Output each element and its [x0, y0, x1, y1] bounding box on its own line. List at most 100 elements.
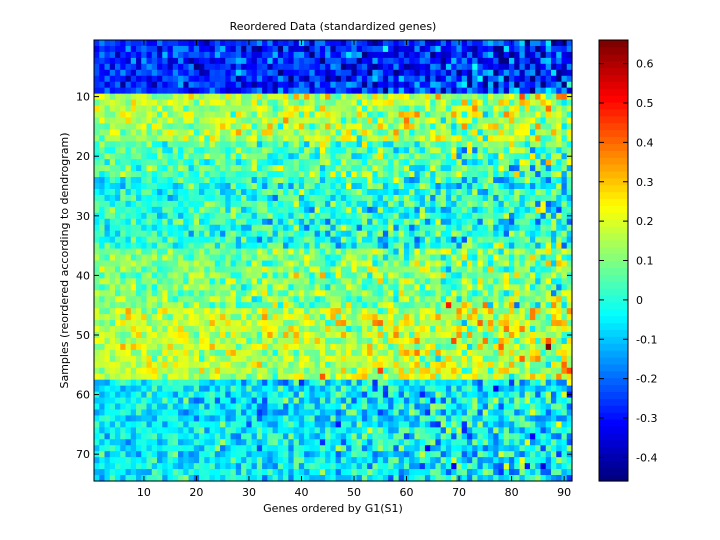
heatmap-cell — [104, 69, 111, 77]
heatmap-cell — [325, 159, 331, 166]
heatmap-cell — [440, 123, 447, 130]
heatmap-cell — [556, 236, 563, 244]
heatmap-cell — [330, 343, 337, 351]
heatmap-cell — [314, 129, 321, 136]
heatmap-cell — [109, 302, 116, 309]
heatmap-cell — [246, 326, 253, 333]
heatmap-cell — [477, 308, 484, 315]
heatmap-cell — [419, 236, 426, 244]
heatmap-cell — [319, 302, 326, 309]
heatmap-cell — [230, 177, 237, 184]
heatmap-cell — [377, 230, 384, 238]
heatmap-cell — [94, 302, 100, 309]
heatmap-cell — [225, 40, 232, 47]
heatmap-cell — [167, 123, 174, 130]
heatmap-cell — [487, 147, 494, 154]
heatmap-cell — [214, 278, 221, 285]
heatmap-cell — [503, 332, 510, 339]
heatmap-cell — [419, 200, 426, 208]
heatmap-cell — [382, 57, 389, 65]
heatmap-cell — [309, 200, 316, 208]
heatmap-cell — [393, 308, 400, 315]
heatmap-cell — [99, 349, 106, 357]
heatmap-cell — [393, 171, 400, 178]
heatmap-cell — [335, 69, 342, 77]
heatmap-cell — [277, 218, 284, 226]
heatmap-cell — [199, 355, 205, 363]
heatmap-cell — [157, 194, 163, 202]
heatmap-cell — [477, 69, 484, 77]
heatmap-cell — [235, 40, 242, 47]
heatmap-cell — [498, 212, 505, 220]
heatmap-cell — [183, 81, 190, 89]
heatmap-cell — [272, 177, 279, 184]
heatmap-cell — [130, 87, 137, 95]
heatmap-cell — [487, 183, 494, 190]
heatmap-cell — [519, 177, 526, 184]
heatmap-cell — [193, 200, 200, 208]
heatmap-cell — [309, 165, 316, 172]
heatmap-cell — [440, 266, 447, 274]
heatmap-cell — [356, 361, 363, 369]
heatmap-cell — [335, 177, 342, 184]
heatmap-cell — [466, 260, 473, 268]
heatmap-cell — [514, 206, 521, 214]
heatmap-cell — [262, 129, 268, 136]
heatmap-cell — [403, 266, 410, 274]
heatmap-cell — [157, 111, 163, 119]
heatmap-cell — [330, 242, 337, 250]
heatmap-cell — [493, 230, 500, 238]
heatmap-cell — [466, 159, 473, 166]
heatmap-cell — [193, 296, 200, 303]
heatmap-cell — [477, 284, 484, 291]
heatmap-cell — [272, 260, 279, 268]
heatmap-cell — [414, 361, 421, 369]
heatmap-cell — [566, 87, 573, 95]
heatmap-cell — [172, 224, 179, 232]
heatmap-cell — [109, 69, 116, 77]
heatmap-cell — [367, 183, 373, 190]
heatmap-cell — [246, 361, 253, 369]
heatmap-cell — [346, 308, 352, 315]
heatmap-cell — [298, 260, 305, 268]
heatmap-cell — [393, 188, 400, 196]
heatmap-cell — [288, 284, 295, 291]
heatmap-cell — [188, 153, 195, 160]
heatmap-cell — [346, 361, 352, 369]
heatmap-cell — [199, 117, 205, 125]
heatmap-cell — [262, 349, 268, 357]
heatmap-cell — [109, 236, 116, 244]
heatmap-cell — [451, 105, 458, 113]
heatmap-cell — [214, 57, 221, 65]
heatmap-cell — [487, 230, 494, 238]
heatmap-cell — [162, 248, 169, 256]
heatmap-cell — [440, 51, 447, 59]
heatmap-cell — [94, 87, 100, 95]
heatmap-cell — [508, 159, 515, 166]
heatmap-cell — [235, 308, 242, 315]
heatmap-cell — [172, 320, 179, 327]
heatmap-cell — [277, 272, 284, 279]
heatmap-cell — [472, 171, 479, 178]
heatmap-cell — [508, 129, 515, 136]
heatmap-cell — [403, 272, 410, 279]
heatmap-cell — [277, 308, 284, 315]
heatmap-cell — [340, 248, 347, 256]
heatmap-cell — [267, 81, 274, 89]
heatmap-cell — [141, 200, 148, 208]
heatmap-cell — [157, 183, 163, 190]
heatmap-cell — [535, 296, 542, 303]
heatmap-cell — [430, 308, 437, 315]
heatmap-cell — [424, 93, 431, 101]
heatmap-cell — [293, 200, 300, 208]
heatmap-cell — [314, 159, 321, 166]
heatmap-cell — [120, 153, 127, 160]
heatmap-cell — [246, 129, 253, 136]
heatmap-cell — [435, 248, 442, 256]
heatmap-cell — [503, 105, 510, 113]
heatmap-cell — [251, 63, 258, 71]
heatmap-cell — [561, 224, 568, 232]
heatmap-cell — [498, 159, 505, 166]
heatmap-cell — [288, 308, 295, 315]
heatmap-cell — [319, 75, 326, 83]
